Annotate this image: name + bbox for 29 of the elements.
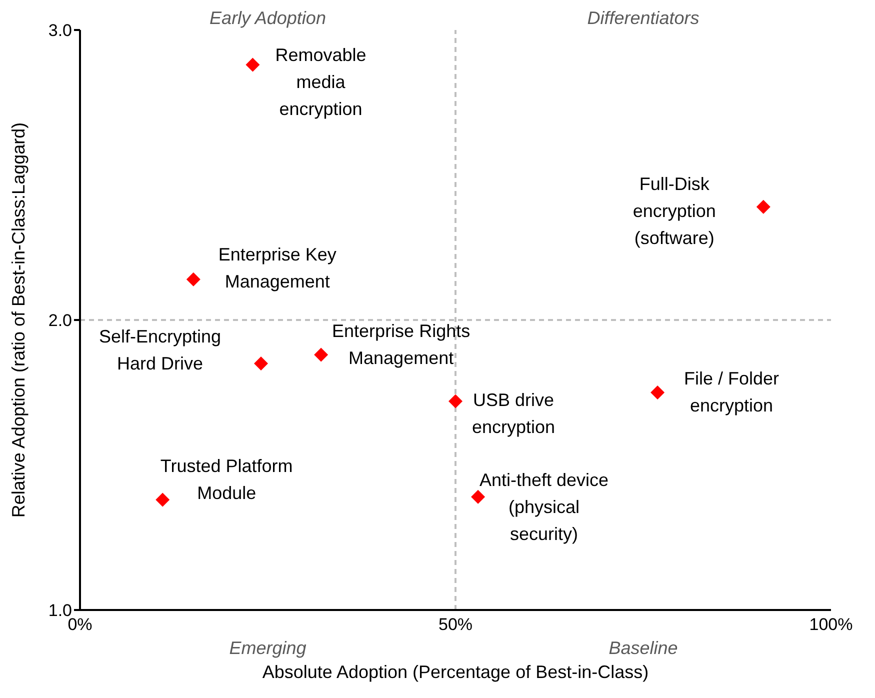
y-tick-label: 2.0 (48, 311, 72, 330)
point (246, 58, 260, 72)
annotation: Anti-theft device (physical security) (479, 470, 609, 544)
x-tick-label: 0% (68, 615, 92, 634)
text: Baseline (608, 638, 679, 659)
y-tick-label: 3.0 (48, 21, 72, 40)
x-axis-title: Absolute Adoption (Percentage of Best-in-Class) (262, 662, 649, 682)
annotation: Removable media encryption (275, 44, 366, 119)
annotation: Trusted Platform Module (160, 456, 293, 503)
point (448, 394, 462, 408)
point (186, 272, 200, 286)
x-tick-label: 50% (438, 615, 473, 634)
x-tick-label: 100% (809, 615, 853, 634)
point (254, 356, 268, 370)
text: Early Adoption (208, 8, 327, 29)
annotation: File / Folder encryption (684, 368, 780, 416)
y-axis-title: Relative Adoption (ratio of Best-in-Class:Laggard) (8, 122, 28, 518)
annotation: Self-Encrypting Hard Drive (98, 326, 222, 374)
point (156, 492, 170, 507)
point (650, 386, 665, 400)
annotation: Full-Disk encryption (software) (632, 174, 716, 248)
annotation: Enterprise Rights Management (332, 320, 470, 368)
annotation: USB drive encryption (472, 390, 556, 438)
text: Differentiators (586, 8, 700, 29)
text: Emerging (228, 638, 308, 659)
point (471, 490, 486, 504)
annotation: Enterprise Key Management (218, 244, 336, 292)
point (756, 200, 770, 214)
point (314, 348, 328, 362)
